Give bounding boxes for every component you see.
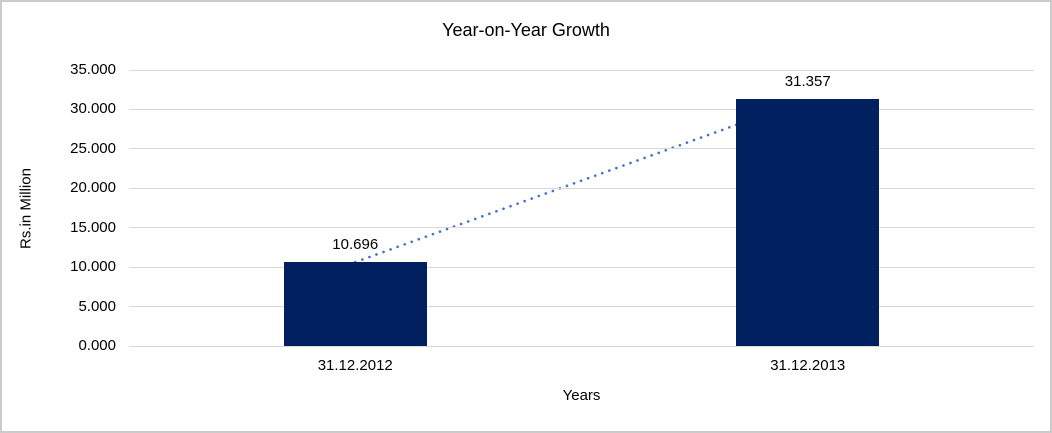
y-gridline <box>129 148 1034 150</box>
y-gridline <box>129 266 1034 268</box>
y-gridline <box>129 227 1034 229</box>
y-tick-label: 0.000 <box>78 337 116 354</box>
bar-31.12.2013[interactable] <box>736 98 880 346</box>
y-gridline <box>129 69 1034 71</box>
bar-data-label: 10.696 <box>332 235 379 253</box>
bar-data-label: 31.357 <box>784 72 831 90</box>
x-tick-label: 31.12.2012 <box>317 357 393 374</box>
y-axis-title: Rs.in Million <box>17 168 35 249</box>
chart-title: Year-on-Year Growth <box>442 20 610 40</box>
trendline <box>353 98 807 264</box>
plot-area: 0.000 5.000 10.000 15.000 20.000 25.000 30.000… <box>70 62 1034 374</box>
bar-31.12.2012[interactable] <box>283 261 427 346</box>
y-tick-label: 5.000 <box>78 297 116 315</box>
y-tick-label: 25.000 <box>70 139 116 157</box>
y-gridline <box>129 187 1034 189</box>
y-tick-label: 30.000 <box>70 100 116 118</box>
x-tick-label: 31.12.2013 <box>770 357 846 374</box>
y-tick-label: 15.000 <box>70 218 116 236</box>
y-tick-label: 35.000 <box>70 61 116 78</box>
y-gridline <box>129 108 1034 110</box>
y-tick-label: 10.000 <box>70 258 116 276</box>
x-axis-title: Years <box>562 387 601 404</box>
y-gridline <box>129 345 1034 347</box>
y-tick-label: 20.000 <box>70 179 116 197</box>
y-gridline <box>129 306 1034 308</box>
